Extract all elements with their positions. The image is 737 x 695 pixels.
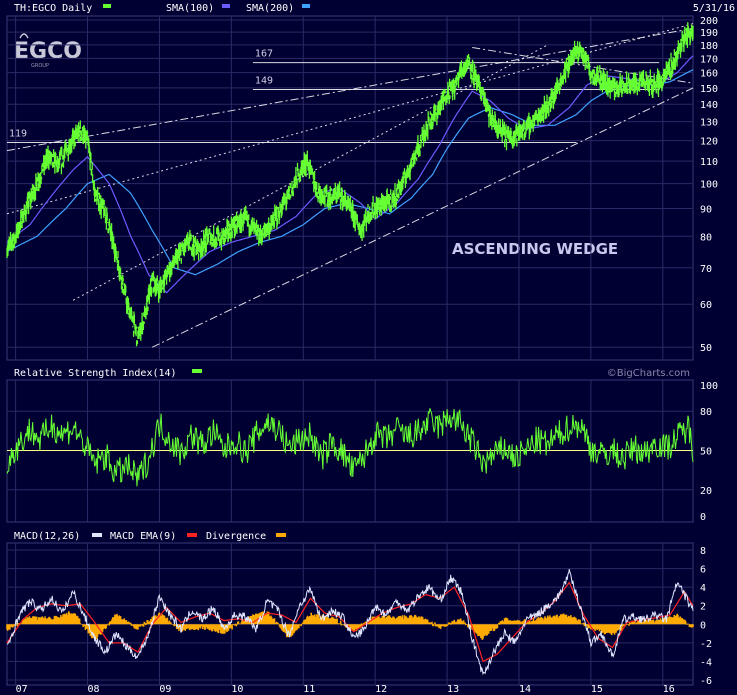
x-tick-label: 14 [519, 684, 531, 695]
price-legend-swatch [103, 4, 111, 8]
macd-y-tick-label: 8 [700, 546, 706, 557]
macd-y-tick-label: -2 [700, 639, 712, 650]
trendline [152, 87, 694, 348]
rsi-y-tick-label: 100 [700, 381, 718, 392]
divergence-label: Divergence [206, 531, 266, 542]
price-panel-frame [6, 15, 694, 361]
x-tick-label: 11 [303, 684, 315, 695]
macd-y-tick-label: -6 [700, 676, 712, 687]
price-y-tick-label: 120 [700, 137, 718, 148]
macd-label: MACD(12,26) [14, 531, 80, 542]
rsi-legend-swatch [192, 369, 202, 373]
price-y-tick-label: 50 [700, 343, 712, 354]
sma100-label: SMA(100) [166, 3, 214, 14]
macd-y-tick-label: 0 [700, 620, 706, 631]
x-tick-label: 09 [159, 684, 171, 695]
x-tick-label: 15 [591, 684, 603, 695]
macd-y-tick-label: -4 [700, 657, 712, 668]
price-y-tick-label: 60 [700, 300, 712, 311]
x-tick-label: 08 [88, 684, 100, 695]
macd-y-tick-label: 4 [700, 583, 706, 594]
macd-y-tick-label: 6 [700, 565, 706, 576]
rsi-y-tick-label: 0 [700, 512, 706, 523]
price-y-tick-label: 150 [700, 84, 718, 95]
logo-mark-icon [19, 33, 29, 39]
trendline [472, 47, 694, 84]
logo-subtext: GROUP [31, 63, 49, 69]
price-y-tick-label: 80 [700, 232, 712, 243]
level-label: 149 [255, 75, 273, 86]
x-tick-label: 16 [663, 684, 675, 695]
macd-ema-label: MACD EMA(9) [110, 531, 176, 542]
divergence-histogram [6, 611, 694, 640]
price-y-tick-label: 110 [700, 157, 718, 168]
macd-legend-swatch [92, 533, 102, 537]
date-label: 5/31/16 [693, 3, 735, 14]
sma200-legend-swatch [302, 4, 310, 8]
price-bars [6, 22, 694, 347]
company-logo: EGCO GROUP [14, 33, 82, 69]
symbol-label: TH:EGCO Daily [14, 3, 92, 14]
macd-line [6, 569, 694, 676]
x-tick-label: 07 [16, 684, 28, 695]
x-tick-label: 12 [375, 684, 387, 695]
price-series [6, 22, 694, 347]
macd-y-tick-label: 2 [700, 602, 706, 613]
price-y-tick-label: 130 [700, 118, 718, 129]
price-y-tick-label: 200 [700, 16, 718, 27]
level-label: 167 [255, 49, 273, 60]
x-tick-label: 10 [231, 684, 243, 695]
rsi-y-tick-label: 50 [700, 447, 712, 458]
trendline [6, 23, 694, 215]
price-y-tick-label: 160 [700, 69, 718, 80]
x-tick-label: 13 [447, 684, 459, 695]
rsi-line [6, 408, 694, 487]
rsi-label: Relative Strength Index(14) [14, 368, 177, 379]
plot-layers: 07 08 09 10 11 12 13 14 15 1620019018017016015014… [6, 15, 718, 695]
price-y-tick-label: 140 [700, 100, 718, 111]
watermark: ©BigCharts.com [607, 368, 690, 379]
price-y-tick-label: 70 [700, 264, 712, 275]
rsi-y-tick-label: 80 [700, 407, 712, 418]
sma200-label: SMA(200) [246, 3, 294, 14]
logo-text: EGCO [14, 39, 82, 64]
price-y-tick-label: 190 [700, 28, 718, 39]
price-y-tick-label: 170 [700, 54, 718, 65]
macd-ema-legend-swatch [187, 533, 197, 537]
sma100-line [6, 55, 694, 294]
pattern-annotation: ASCENDING WEDGE [452, 240, 618, 258]
rsi-y-tick-label: 20 [700, 486, 712, 497]
price-y-tick-label: 100 [700, 180, 718, 191]
price-y-tick-label: 180 [700, 41, 718, 52]
price-y-tick-label: 90 [700, 204, 712, 215]
sma100-legend-swatch [222, 4, 230, 8]
divergence-legend-swatch [276, 533, 286, 537]
macd-panel-frame [6, 542, 694, 686]
level-label: 119 [9, 129, 27, 140]
